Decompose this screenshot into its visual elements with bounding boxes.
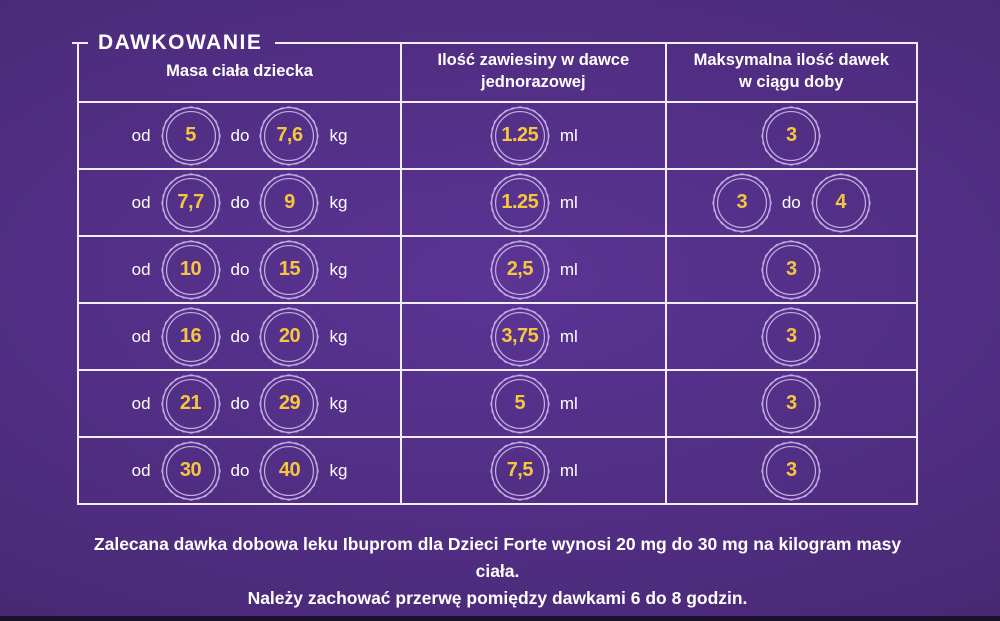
table-row-dose-cell: 1.25 ml	[402, 168, 667, 235]
dose-badge: 7,5	[489, 440, 551, 502]
to-label: do	[230, 393, 250, 413]
weight-unit-label: kg	[329, 393, 348, 413]
table-row-weight-cell: od 7,7 do 9 kg	[79, 168, 403, 235]
bottom-bar	[0, 616, 1000, 621]
volume-unit-label: ml	[559, 125, 578, 145]
weight-to-badge: 15	[258, 239, 320, 301]
to-label: do	[230, 125, 250, 145]
title-right-line	[275, 42, 918, 44]
max-doses-badge: 3	[760, 373, 822, 435]
weight-unit-label: kg	[329, 259, 348, 279]
to-label: do	[230, 326, 250, 346]
volume-unit-label: ml	[559, 326, 578, 346]
volume-unit-label: ml	[559, 393, 578, 413]
volume-unit-label: ml	[559, 259, 578, 279]
table-row-max-doses-cell: 3	[666, 369, 916, 436]
from-label: od	[131, 259, 151, 279]
dose-badge: 5	[489, 373, 551, 435]
weight-to-badge: 29	[258, 373, 320, 435]
weight-from-badge: 16	[160, 306, 222, 368]
from-label: od	[131, 125, 151, 145]
volume-unit-label: ml	[559, 192, 578, 212]
from-label: od	[131, 326, 151, 346]
weight-from-badge: 5	[160, 105, 222, 167]
to-label: do	[781, 192, 801, 212]
table-row-dose-cell: 2,5 ml	[402, 235, 667, 302]
weight-unit-label: kg	[329, 192, 348, 212]
max-doses-to-badge: 4	[810, 172, 872, 234]
max-doses-badge: 3	[760, 440, 822, 502]
footer-note-line1: Zalecana dawka dobowa leku Ibuprom dla D…	[93, 534, 902, 581]
dose-badge: 1.25	[489, 105, 551, 167]
max-doses-from-badge: 3	[711, 172, 773, 234]
weight-from-badge: 7,7	[160, 172, 222, 234]
max-doses-badge: 3	[760, 306, 822, 368]
weight-from-badge: 21	[160, 373, 222, 435]
table-row-weight-cell: od 5 do 7,6 kg	[79, 101, 403, 168]
dose-badge: 3,75	[489, 306, 551, 368]
max-doses-badge: 3	[760, 239, 822, 301]
column-header-weight: Masa ciała dziecka	[79, 42, 403, 101]
weight-unit-label: kg	[329, 326, 348, 346]
to-label: do	[230, 460, 250, 480]
dose-badge: 2,5	[489, 239, 551, 301]
from-label: od	[131, 192, 151, 212]
weight-to-badge: 40	[258, 440, 320, 502]
max-doses-badge: 3	[760, 105, 822, 167]
page-title: DAWKOWANIE	[98, 31, 263, 54]
weight-to-badge: 7,6	[258, 105, 320, 167]
weight-to-badge: 20	[258, 306, 320, 368]
table-row-weight-cell: od 30 do 40 kg	[79, 436, 403, 503]
weight-from-badge: 30	[160, 440, 222, 502]
table-row-max-doses-cell: 3 do 4	[666, 168, 916, 235]
table-row-max-doses-cell: 3	[666, 101, 916, 168]
to-label: do	[230, 259, 250, 279]
footer-note: Zalecana dawka dobowa leku Ibuprom dla D…	[77, 531, 918, 612]
table-row-dose-cell: 7,5 ml	[402, 436, 667, 503]
from-label: od	[131, 393, 151, 413]
dosage-table: Masa ciała dziecka Ilość zawiesiny w daw…	[77, 42, 918, 505]
weight-from-badge: 10	[160, 239, 222, 301]
table-row-dose-cell: 3,75 ml	[402, 302, 667, 369]
dose-badge: 1.25	[489, 172, 551, 234]
table-row-weight-cell: od 21 do 29 kg	[79, 369, 403, 436]
table-row-max-doses-cell: 3	[666, 302, 916, 369]
table-row-max-doses-cell: 3	[666, 436, 916, 503]
table-row-weight-cell: od 10 do 15 kg	[79, 235, 403, 302]
weight-unit-label: kg	[329, 460, 348, 480]
table-row-weight-cell: od 16 do 20 kg	[79, 302, 403, 369]
weight-to-badge: 9	[258, 172, 320, 234]
volume-unit-label: ml	[559, 460, 578, 480]
table-row-dose-cell: 5 ml	[402, 369, 667, 436]
table-row-dose-cell: 1.25 ml	[402, 101, 667, 168]
table-row-max-doses-cell: 3	[666, 235, 916, 302]
content: DAWKOWANIE Masa ciała dziecka Ilość zawi…	[72, 0, 918, 612]
title-row: DAWKOWANIE	[72, 31, 918, 55]
weight-unit-label: kg	[329, 125, 348, 145]
column-header-max-doses: Maksymalna ilość dawek w ciągu doby	[693, 50, 889, 91]
from-label: od	[131, 460, 151, 480]
title-left-dash	[72, 42, 88, 44]
footer-note-line2: Należy zachować przerwę pomiędzy dawkami…	[247, 588, 748, 608]
to-label: do	[230, 192, 250, 212]
column-header-dose: Ilość zawiesiny w dawce jednorazowej	[402, 42, 667, 101]
